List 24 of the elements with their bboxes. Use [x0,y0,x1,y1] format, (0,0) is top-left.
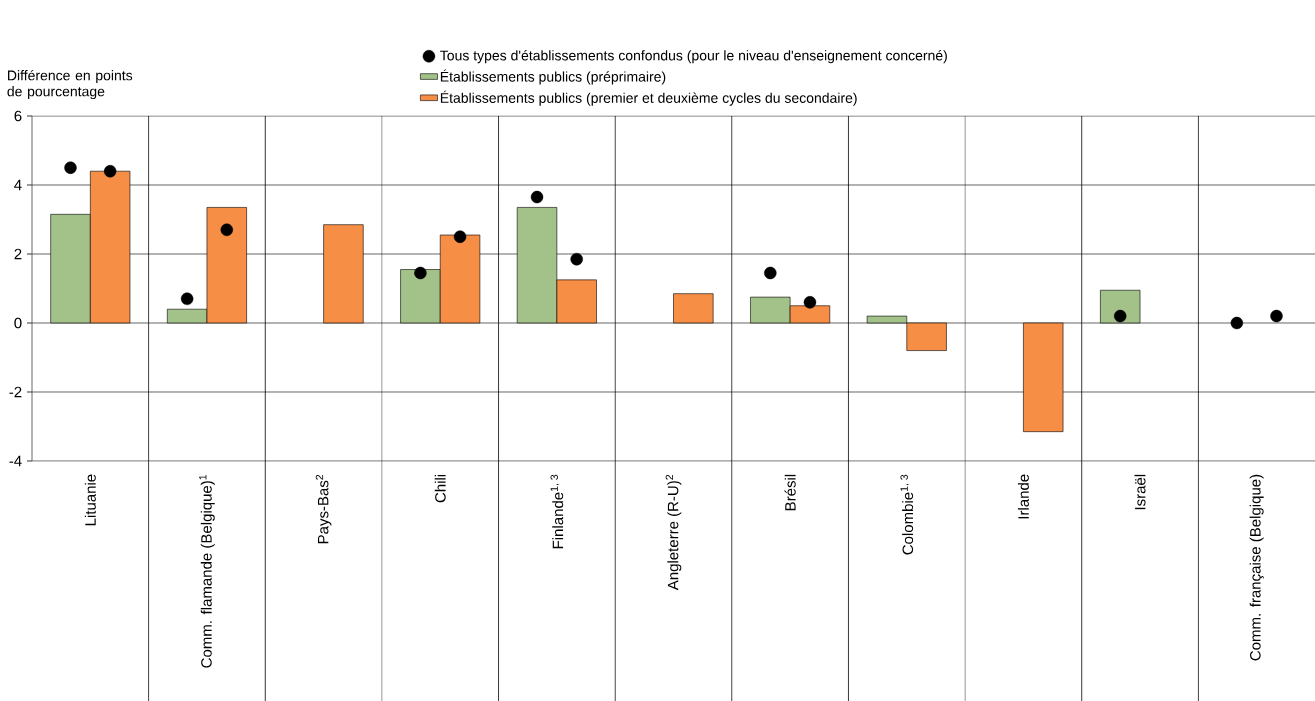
x-tick-label: Colombie$^{1, 3}$ [900,474,914,555]
y-tick-label: -4 [9,455,22,467]
x-tick-label: Comm. française (Belgique) [1249,474,1264,661]
legend-label: Établissements publics (premier et deuxième cycles du secondaire) [440,90,857,106]
y-axis-title: Différence en points de pourcentage [7,69,133,100]
x-tick-label: Brésil [784,474,796,511]
x-tick-label: Israël [1134,474,1146,510]
legend-label: Tous types d'établissements confondus (pour le niveau d'enseignement concerné) [440,49,947,64]
y-tick-label: 0 [14,317,22,329]
y-tick-label: 6 [14,110,22,122]
x-tick-label: Pays-Bas$^{2}$ [315,474,332,544]
x-tick-label: Lituanie [84,474,96,526]
y-tick-label: -2 [9,386,22,398]
x-tick-label: Angleterre (R-U)$^{2}$ [665,474,682,591]
x-tick-label: Irlande [1017,474,1029,519]
bar [1023,322,1064,432]
x-tick-label: Comm. flamande (Belgique)$^{1}$ [199,474,215,668]
x-tick-label: Finlande$^{1, 3}$ [550,474,564,549]
bar [673,293,714,324]
x-tick-label: Chili [434,474,446,503]
bar [323,224,364,324]
y-tick-label: 4 [14,179,22,191]
legend-label: Établissements publics (préprimaire) [440,69,666,85]
y-tick-label: 2 [14,248,22,260]
